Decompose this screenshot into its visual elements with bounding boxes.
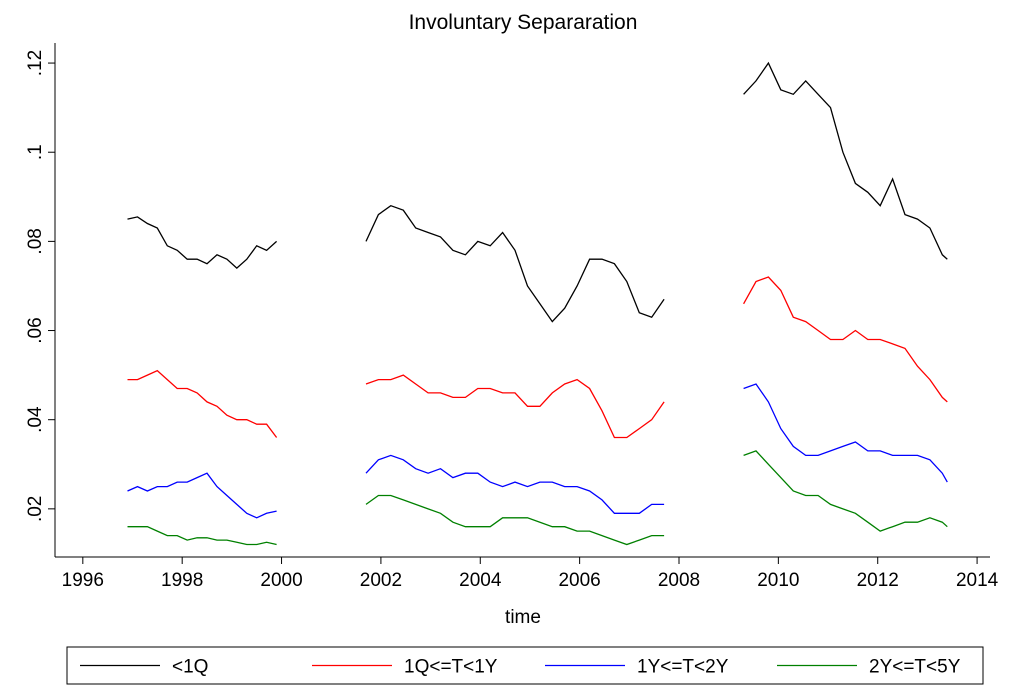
legend-label: 1Y<=T<2Y [637, 657, 729, 678]
x-tick-label: 2008 [658, 570, 700, 591]
y-tick-label: .06 [25, 317, 46, 343]
x-tick-label: 2000 [260, 570, 302, 591]
y-tick-label: .12 [25, 50, 46, 76]
x-tick-label: 2012 [857, 570, 899, 591]
y-tick-label: .04 [25, 406, 46, 433]
legend-label: 2Y<=T<5Y [869, 657, 961, 678]
x-tick-label: 1996 [62, 570, 104, 591]
series-line [127, 450, 948, 546]
y-tick-label: .02 [25, 496, 46, 522]
chart-title: Involuntary Separaration [409, 11, 638, 34]
x-tick-label: 1998 [161, 570, 203, 591]
x-axis-label: time [505, 607, 541, 628]
series-line [127, 61, 948, 323]
x-tick-label: 2010 [757, 570, 799, 591]
x-tick-label: 2002 [360, 570, 402, 591]
series-line [127, 276, 948, 439]
y-tick-label: .1 [25, 144, 46, 160]
legend-box [66, 646, 984, 685]
legend-label: <1Q [172, 657, 208, 678]
x-tick-label: 2014 [956, 570, 999, 591]
legend-label: 1Q<=T<1Y [404, 657, 498, 678]
y-tick-label: .08 [25, 228, 46, 254]
x-tick-label: 2004 [459, 570, 502, 591]
series-line [127, 383, 948, 519]
x-tick-label: 2006 [558, 570, 600, 591]
